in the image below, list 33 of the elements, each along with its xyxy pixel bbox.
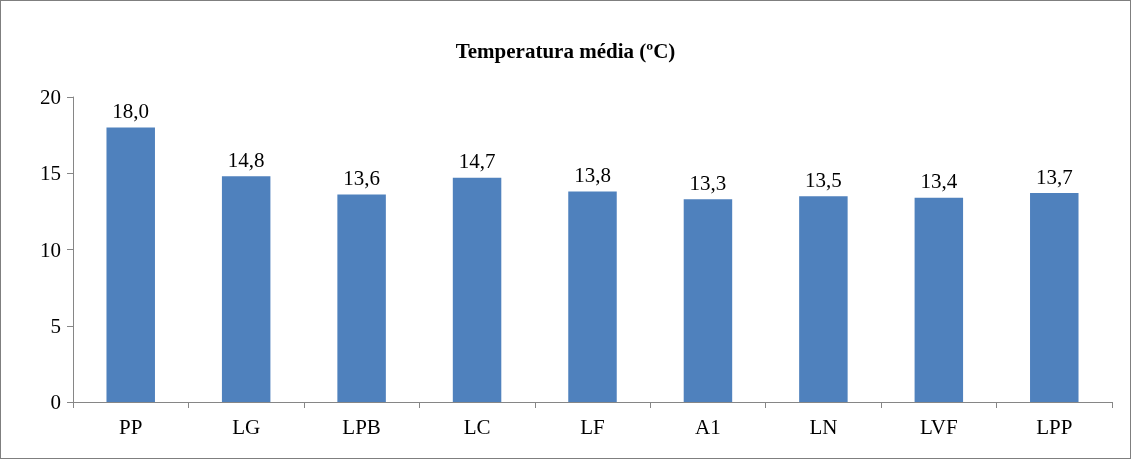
data-label: 13,6 [343,166,380,191]
bar [683,199,733,402]
data-label: 13,4 [920,169,958,194]
bar [106,127,155,402]
y-tick-label: 0 [50,390,61,414]
bar [1030,193,1079,402]
x-tick-label: LPB [342,414,381,439]
data-label: 14,7 [458,149,496,174]
x-tick-label: LPP [1036,414,1073,439]
x-tick-label: LG [232,414,261,439]
bar [221,176,271,402]
x-tick-label: LN [809,414,838,439]
data-label: 13,8 [574,163,611,188]
data-label: 18,0 [112,99,150,123]
bar [799,196,848,402]
bar [914,197,964,402]
y-tick-label: 15 [40,161,61,186]
bar [568,191,617,402]
data-label: 13,5 [805,167,842,192]
bar [337,194,386,402]
data-label: 13,7 [1035,164,1073,189]
y-tick-label: 10 [40,237,61,262]
data-label: 13,3 [689,170,727,195]
data-label: 14,8 [227,147,265,172]
y-tick-label: 5 [50,313,61,338]
bar [452,177,502,402]
x-tick-label: LC [463,414,491,439]
chart-title: Temperatura média (ºC) [455,38,676,63]
y-tick-label: 20 [40,85,61,109]
x-tick-label: PP [119,414,143,439]
x-tick-label: LF [580,414,605,439]
x-tick-label: LVF [919,414,958,439]
x-tick-label: A1 [695,414,721,439]
